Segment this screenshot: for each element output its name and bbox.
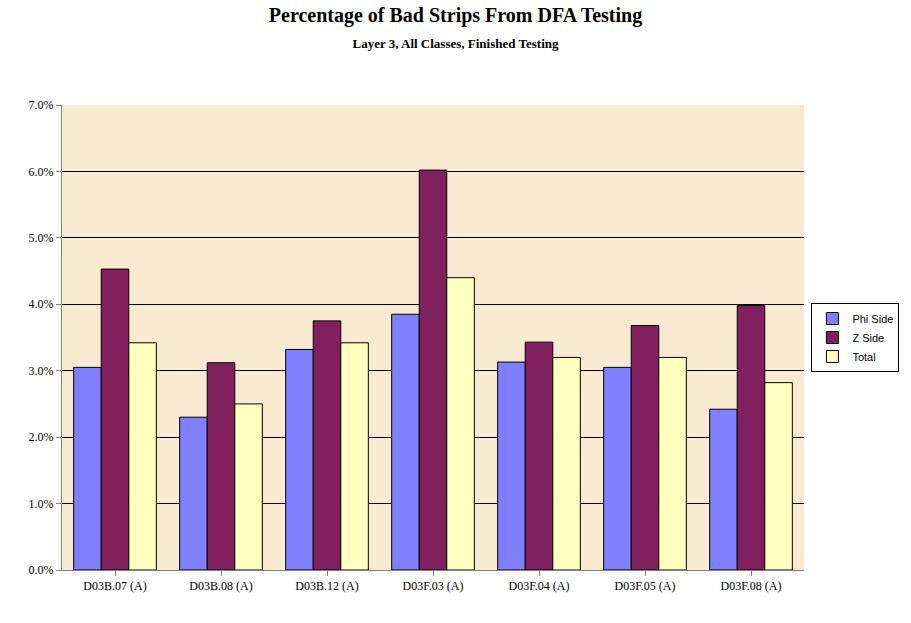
svg-text:1.0%: 1.0%	[29, 497, 54, 511]
svg-text:D03B.07 (A): D03B.07 (A)	[83, 579, 146, 593]
svg-text:Phi Side: Phi Side	[852, 313, 893, 325]
svg-text:5.0%: 5.0%	[29, 231, 54, 245]
svg-text:6.0%: 6.0%	[29, 165, 54, 179]
svg-text:4.0%: 4.0%	[29, 297, 54, 311]
svg-text:D03F.05 (A): D03F.05 (A)	[614, 579, 675, 593]
svg-text:Percentage of Bad Strips From: Percentage of Bad Strips From DFA Testin…	[269, 4, 642, 51]
svg-text:3.0%: 3.0%	[29, 364, 54, 378]
svg-text:7.0%: 7.0%	[29, 98, 54, 112]
svg-text:D03F.04 (A): D03F.04 (A)	[508, 579, 569, 593]
svg-text:D03F.08 (A): D03F.08 (A)	[720, 579, 781, 593]
svg-text:0.0%: 0.0%	[29, 563, 54, 577]
svg-text:D03B.08 (A): D03B.08 (A)	[189, 579, 252, 593]
svg-text:Total: Total	[852, 351, 875, 363]
svg-text:D03B.12 (A): D03B.12 (A)	[295, 579, 358, 593]
svg-text:Z Side: Z Side	[852, 332, 884, 344]
svg-text:D03F.03 (A): D03F.03 (A)	[402, 579, 463, 593]
svg-text:2.0%: 2.0%	[29, 430, 54, 444]
